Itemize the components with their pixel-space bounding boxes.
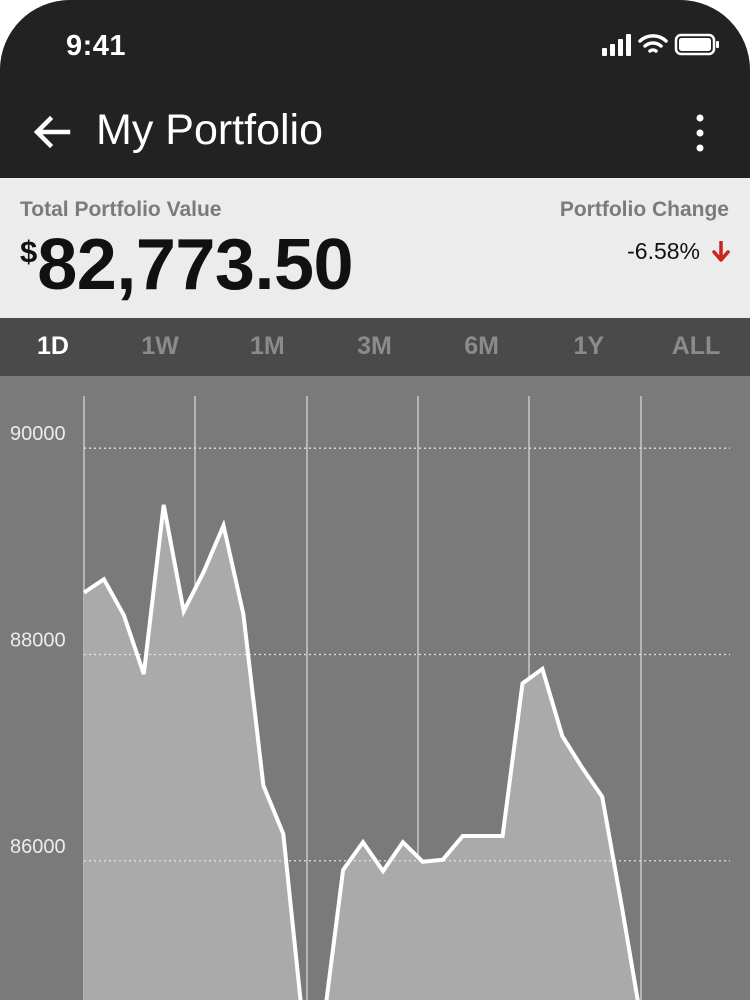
currency-symbol: $: [20, 234, 38, 269]
page-title: My Portfolio: [96, 106, 324, 154]
series-line: [82, 504, 640, 1000]
total-amount: 82,773.50: [37, 225, 354, 305]
time-range-tabs: 1D 1W 1M 3M 6M 1Y ALL: [0, 318, 750, 376]
portfolio-change-label: Portfolio Change: [559, 198, 729, 221]
area-chart: 90000 88000 86000: [10, 396, 730, 1000]
tab-3m[interactable]: 3M: [357, 332, 392, 360]
wifi-icon: [638, 34, 668, 53]
tab-1m[interactable]: 1M: [249, 332, 285, 360]
app-bar: My Portfolio: [0, 90, 750, 178]
arrow-left-icon[interactable]: [30, 110, 74, 154]
status-time: 9:41: [66, 30, 127, 62]
area-fill: [84, 504, 662, 1000]
status-bar: 9:41: [0, 0, 750, 90]
arrow-down-icon: [712, 241, 730, 262]
battery-icon: [674, 33, 719, 56]
portfolio-chart: 90000 88000 86000: [0, 376, 750, 1000]
tab-1w[interactable]: 1W: [141, 332, 179, 360]
y-tick-label: 90000: [10, 423, 66, 445]
status-icons: [602, 33, 719, 56]
tab-1d[interactable]: 1D: [37, 332, 69, 360]
signal-icon: [602, 34, 631, 56]
total-value-label: Total Portfolio Value: [20, 198, 222, 221]
tab-all[interactable]: ALL: [671, 332, 721, 360]
y-tick-label: 88000: [10, 629, 66, 651]
tab-6m[interactable]: 6M: [464, 332, 500, 360]
y-tick-label: 86000: [10, 836, 66, 858]
portfolio-change-value: -6.58%: [627, 238, 700, 264]
total-value: $82,773.50: [20, 224, 354, 306]
more-vertical-icon[interactable]: [686, 110, 714, 154]
tab-1y[interactable]: 1Y: [573, 332, 605, 360]
portfolio-summary: Total Portfolio Value $82,773.50 Portfol…: [0, 178, 750, 318]
